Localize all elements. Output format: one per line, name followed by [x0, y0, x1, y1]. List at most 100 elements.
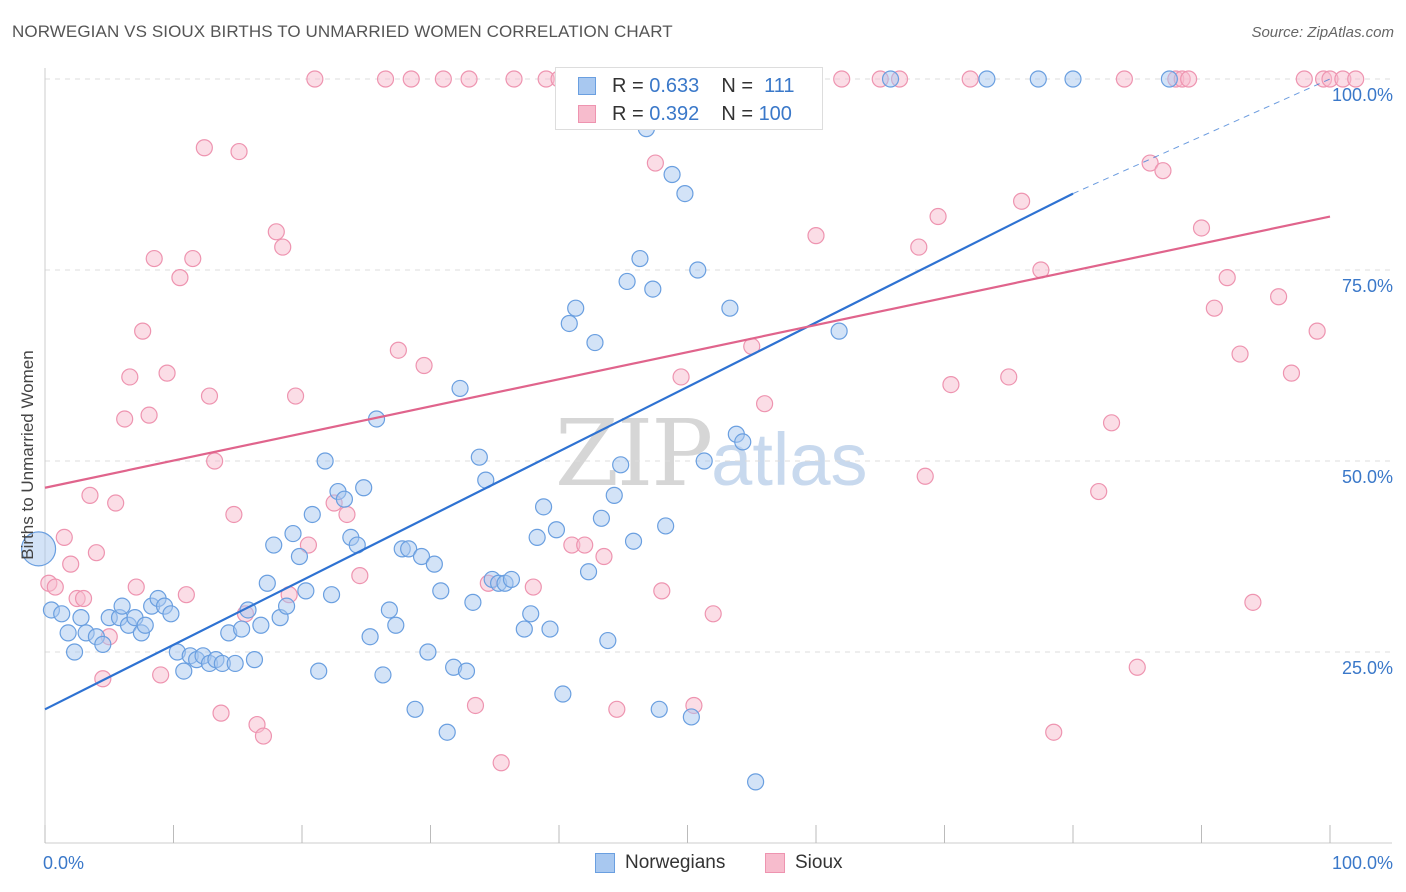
- norwegians-point: [676, 185, 694, 203]
- sioux-point: [1308, 322, 1326, 340]
- sioux-point: [87, 544, 106, 562]
- y-tick-label: 25.0%: [1341, 658, 1393, 678]
- norwegians-point: [567, 299, 585, 317]
- sioux-points: [40, 70, 1365, 772]
- legend-n-label: N =: [721, 102, 753, 125]
- sioux-point: [402, 70, 420, 88]
- norwegians-point: [175, 662, 193, 680]
- sioux-point: [74, 589, 93, 608]
- sioux-point: [505, 70, 523, 88]
- sioux-point: [1244, 593, 1262, 611]
- sioux-point: [254, 727, 273, 745]
- legend-r-value: 0.633: [649, 74, 700, 97]
- x-tick-label: 0.0%: [43, 853, 85, 873]
- norwegians-point: [464, 593, 482, 611]
- norwegians-point: [361, 628, 379, 646]
- norwegians-point: [258, 574, 276, 592]
- norwegians-point: [387, 616, 405, 634]
- sioux-point: [158, 364, 176, 382]
- norwegians-point: [290, 547, 309, 566]
- norwegians-point: [322, 586, 341, 604]
- sioux-point: [833, 70, 851, 88]
- legend-r-label: R =: [612, 74, 644, 97]
- sioux-point: [225, 505, 243, 524]
- norwegians-point: [695, 452, 713, 470]
- sioux-point: [646, 154, 664, 172]
- norwegians-point: [457, 662, 476, 680]
- legend-r-label: R =: [612, 102, 644, 125]
- norwegians-point: [1064, 70, 1082, 88]
- norwegians-point: [20, 531, 57, 567]
- norwegians-point: [689, 261, 707, 279]
- sioux-point: [195, 139, 213, 157]
- legend-n-label: N =: [721, 74, 753, 97]
- legend-row-norwegians: R = 0.633 N = 111: [578, 75, 795, 97]
- norwegians-point: [303, 505, 321, 524]
- chart-title: NORWEGIAN VS SIOUX BIRTHS TO UNMARRIED W…: [12, 22, 673, 41]
- norwegians-point: [586, 333, 604, 352]
- norwegians-point: [94, 635, 112, 653]
- norwegians-point: [425, 555, 443, 573]
- norwegians-point: [233, 620, 251, 638]
- sioux-point: [1115, 70, 1134, 88]
- norwegians-point: [451, 379, 469, 398]
- sioux-point: [200, 387, 219, 405]
- sioux-point: [389, 341, 407, 359]
- sioux-point: [672, 368, 690, 386]
- norwegians-point: [618, 272, 636, 291]
- sioux-point: [55, 528, 73, 547]
- norwegians-point: [747, 773, 765, 791]
- norwegians-point: [624, 532, 643, 550]
- norwegians-point: [438, 723, 456, 741]
- chart-source: Source: ZipAtlas.com: [1251, 24, 1394, 41]
- x-tick-label: 100.0%: [1331, 853, 1393, 873]
- norwegians-point: [881, 70, 900, 88]
- y-tick-label: 75.0%: [1341, 276, 1393, 296]
- norwegians-point: [335, 490, 354, 508]
- norwegians-point: [978, 70, 996, 88]
- legend-item-sioux[interactable]: Sioux: [765, 852, 843, 874]
- norwegians-point: [579, 563, 598, 581]
- legend-label-sioux: Sioux: [795, 852, 843, 873]
- sioux-point: [127, 578, 145, 596]
- norwegians-point: [592, 509, 611, 527]
- sioux-point: [81, 486, 99, 504]
- sioux-point: [524, 578, 542, 596]
- watermark-zip: ZIP: [555, 400, 713, 507]
- norwegians-point: [53, 605, 71, 623]
- legend-label-norwegians: Norwegians: [625, 852, 726, 873]
- sioux-point: [595, 547, 613, 566]
- norwegians-point: [1160, 70, 1178, 88]
- sioux-point: [1295, 70, 1313, 88]
- sioux-point: [415, 356, 433, 375]
- norwegians-point: [374, 666, 392, 684]
- sioux-point: [94, 670, 112, 688]
- norwegians-swatch: [578, 77, 596, 95]
- norwegians-point: [113, 597, 131, 615]
- sioux-point: [274, 238, 292, 256]
- sioux-swatch: [578, 105, 596, 123]
- norwegians-point: [612, 456, 630, 474]
- legend-item-norwegians[interactable]: Norwegians: [595, 852, 725, 874]
- norwegians-point: [355, 479, 373, 497]
- sioux-point: [1347, 70, 1365, 88]
- norwegians-point: [650, 700, 668, 718]
- sioux-point: [1192, 219, 1211, 237]
- sioux-point: [704, 605, 722, 623]
- norwegians-point: [522, 605, 540, 623]
- sioux-point: [1154, 162, 1172, 180]
- norwegians-point: [644, 280, 662, 298]
- sioux-legend-swatch: [765, 853, 785, 873]
- norwegians-legend-swatch: [595, 853, 615, 873]
- sioux-point: [576, 536, 594, 554]
- norwegians-point: [1029, 70, 1047, 88]
- norwegians-point: [136, 616, 154, 634]
- norwegians-point: [72, 609, 90, 627]
- sioux-point: [46, 578, 64, 596]
- sioux-point: [171, 269, 189, 287]
- sioux-point: [460, 70, 478, 88]
- sioux-point: [466, 696, 485, 715]
- norwegians-point: [316, 452, 334, 470]
- sioux-point: [299, 536, 318, 554]
